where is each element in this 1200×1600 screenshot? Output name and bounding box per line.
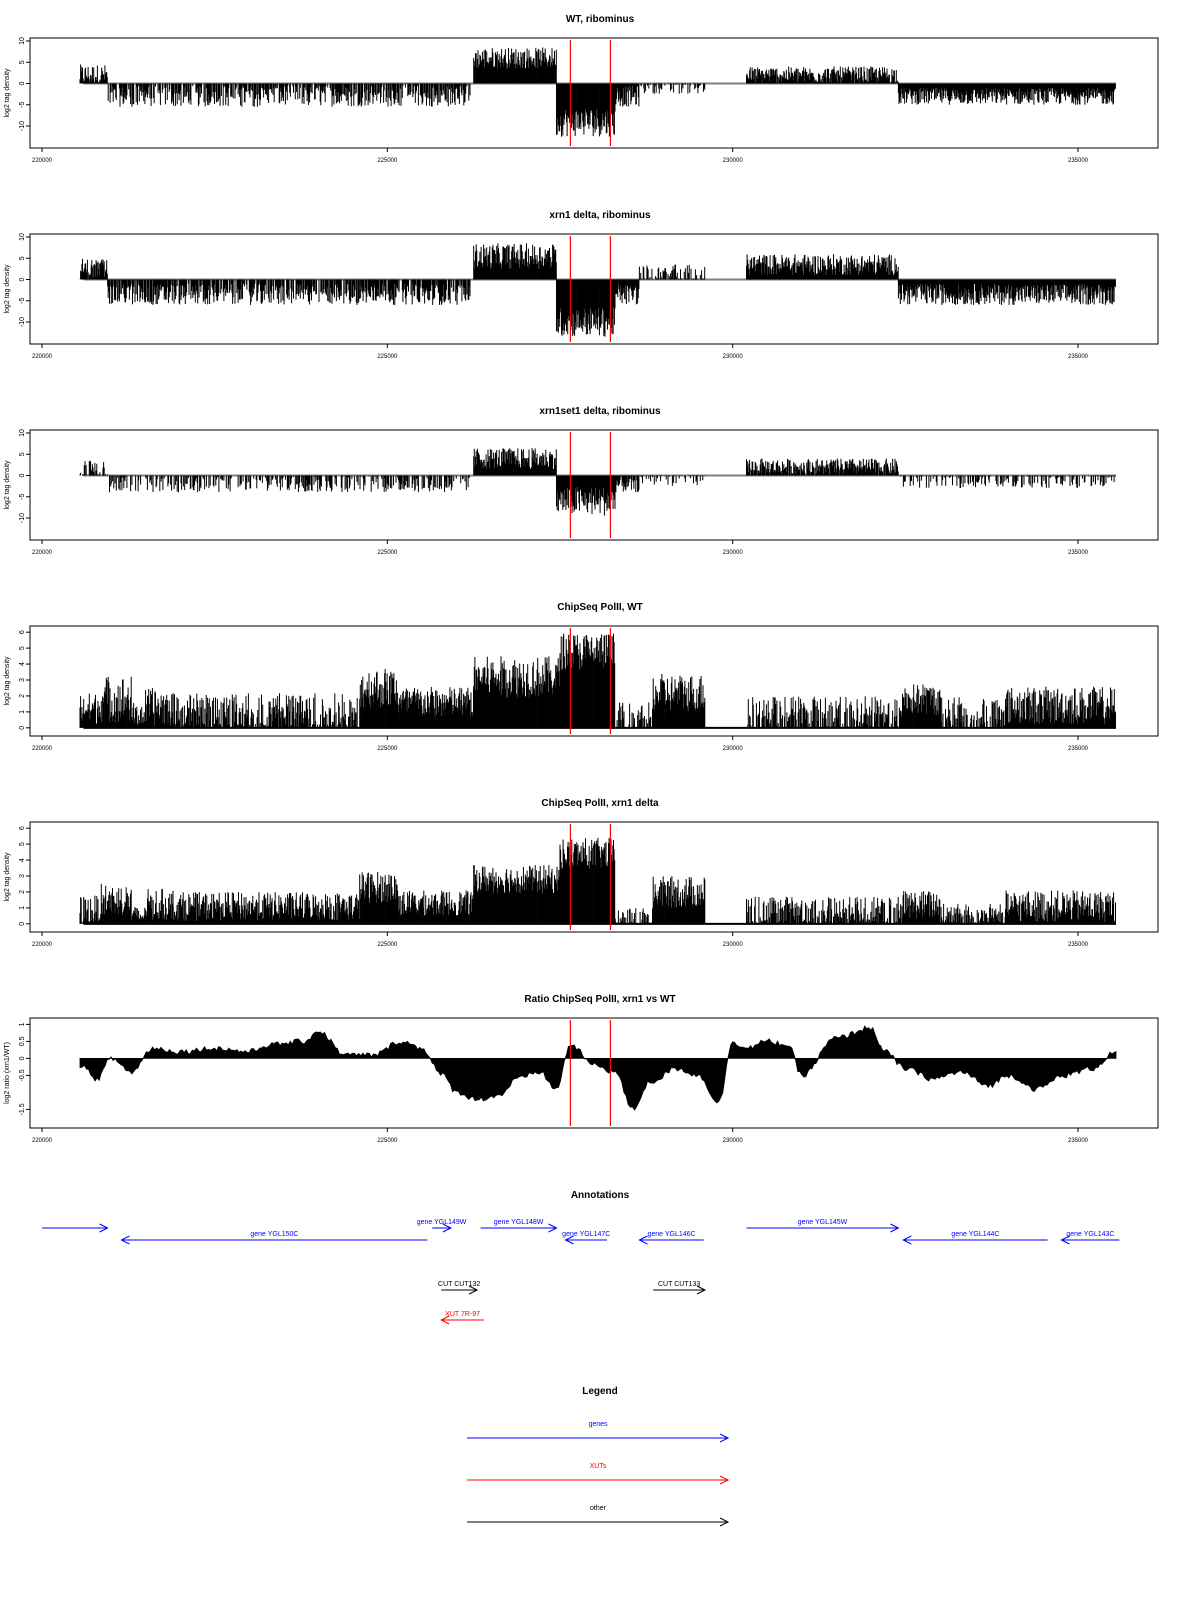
- x-tick-label: 230000: [723, 746, 744, 752]
- chart-title: WT, ribominus: [566, 14, 635, 25]
- y-tick-label: -5: [19, 102, 26, 108]
- x-tick-label: 230000: [723, 354, 744, 360]
- chart-panel-3: ChipSeq PolII, WT log2 tag density 6 5 4 3 2 1 0…: [4, 602, 1159, 752]
- y-tick-label: 0: [19, 81, 26, 85]
- x-tick-label: 225000: [377, 746, 398, 752]
- y-tick-label: -5: [19, 494, 26, 500]
- x-tick-label: 230000: [723, 550, 744, 556]
- x-tick-label: 220000: [32, 746, 53, 752]
- x-tick-label: 235000: [1068, 158, 1089, 164]
- x-tick-label: 220000: [32, 158, 53, 164]
- y-tick-label: 5: [19, 256, 26, 260]
- plot-frame: [29, 625, 1159, 737]
- y-tick-label: 10: [19, 37, 26, 45]
- y-tick-label: 5: [19, 646, 26, 650]
- plot-frame: [29, 429, 1159, 541]
- chart-panel-0: WT, ribominus log2 tag density 10 5 0 -5 -10 22…: [4, 14, 1159, 164]
- x-tick-label: 220000: [32, 354, 53, 360]
- y-tick-label: 1: [19, 710, 26, 714]
- chart-panel-1: xrn1 delta, ribominus log2 tag density 10 5…: [4, 210, 1159, 360]
- plot-frame: [29, 37, 1159, 149]
- signal-bars: [79, 633, 1116, 728]
- chart-title: ChipSeq PolII, WT: [557, 602, 643, 613]
- x-tick-label: 235000: [1068, 354, 1089, 360]
- chart-title: xrn1set1 delta, ribominus: [539, 406, 661, 417]
- plot-frame: [29, 233, 1159, 345]
- x-tick-label: 220000: [32, 550, 53, 556]
- y-tick-label: 3: [19, 678, 26, 682]
- y-tick-label: 0: [19, 277, 26, 281]
- y-tick-label: -10: [19, 513, 26, 523]
- y-tick-label: 0: [19, 473, 26, 477]
- chart-title: xrn1 delta, ribominus: [549, 210, 651, 221]
- signal-bars: [79, 47, 1116, 137]
- x-tick-label: 230000: [723, 158, 744, 164]
- y-axis-label: log2 tag density: [4, 68, 11, 118]
- signal-bars: [79, 448, 1116, 516]
- y-tick-label: -5: [19, 298, 26, 304]
- y-tick-label: 5: [19, 60, 26, 64]
- y-tick-label: 4: [19, 662, 26, 666]
- y-tick-label: -10: [19, 121, 26, 131]
- y-axis-label: log2 tag density: [4, 460, 11, 510]
- y-tick-label: 2: [19, 694, 26, 698]
- signal-bars: [79, 243, 1116, 337]
- y-axis-label: log2 tag density: [4, 264, 11, 314]
- y-tick-label: -10: [19, 317, 26, 327]
- y-tick-label: 6: [19, 630, 26, 634]
- x-tick-label: 225000: [377, 354, 398, 360]
- y-tick-label: 0: [19, 726, 26, 730]
- x-tick-label: 225000: [377, 158, 398, 164]
- y-tick-label: 5: [19, 452, 26, 456]
- chart-panel-2: xrn1set1 delta, ribominus log2 tag densit…: [4, 406, 1159, 556]
- x-tick-label: 235000: [1068, 550, 1089, 556]
- y-axis-label: log2 tag density: [4, 656, 11, 706]
- y-tick-label: 10: [19, 233, 26, 241]
- y-tick-label: 10: [19, 429, 26, 437]
- x-tick-label: 235000: [1068, 746, 1089, 752]
- x-tick-label: 225000: [377, 550, 398, 556]
